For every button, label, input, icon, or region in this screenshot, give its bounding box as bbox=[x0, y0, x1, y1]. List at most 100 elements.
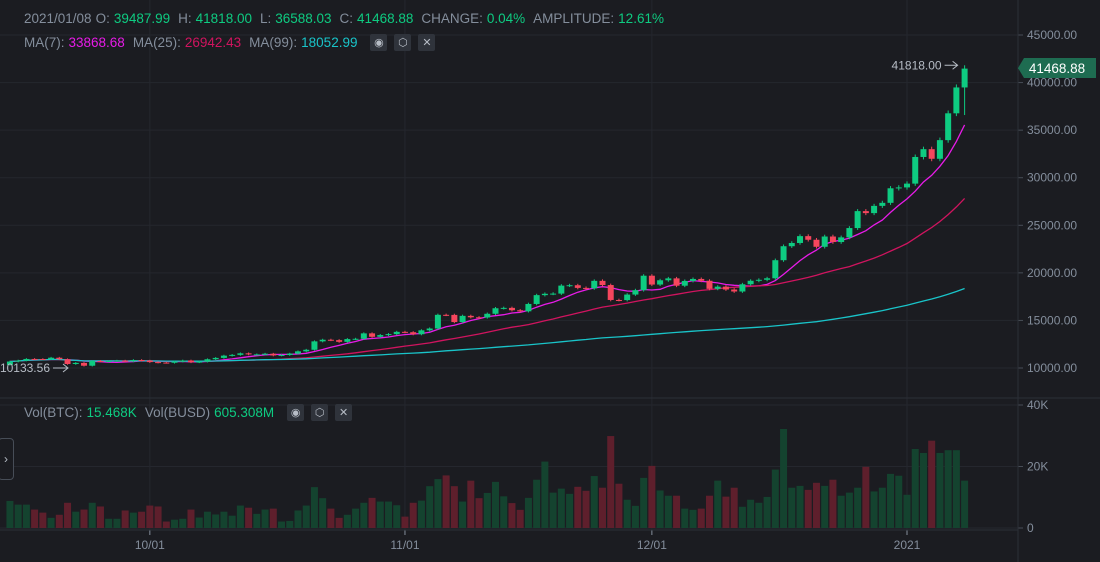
candle-body bbox=[821, 236, 828, 247]
volume-tick-label: 20K bbox=[1027, 460, 1048, 474]
candle-body bbox=[912, 156, 919, 184]
volume-bar bbox=[360, 502, 368, 528]
ma99-line bbox=[9, 287, 965, 363]
vol-close-icon[interactable]: ✕ bbox=[335, 404, 353, 421]
volume-bar bbox=[450, 486, 458, 528]
legend-amplitude-label: AMPLITUDE: bbox=[533, 11, 615, 26]
volume-bar bbox=[88, 502, 96, 528]
volume-bar bbox=[673, 495, 681, 528]
volume-bar bbox=[162, 521, 170, 528]
candle-body bbox=[583, 287, 590, 289]
volume-bar bbox=[212, 514, 220, 528]
candle-body bbox=[936, 140, 943, 159]
volume-bar bbox=[919, 452, 927, 528]
candle-body bbox=[887, 188, 894, 203]
candle-body bbox=[862, 211, 869, 214]
candle-body bbox=[220, 355, 227, 358]
volume-bar bbox=[780, 428, 788, 528]
volume-bar bbox=[269, 508, 277, 528]
volume-bar bbox=[730, 487, 738, 528]
candle-body bbox=[904, 183, 910, 188]
candle-body bbox=[591, 280, 598, 289]
legend-change: 0.04% bbox=[486, 11, 526, 26]
volume-bar bbox=[228, 515, 236, 528]
ma99-label: MA(99): bbox=[249, 35, 298, 50]
vol-visibility-eye-icon[interactable]: ◉ bbox=[287, 404, 305, 421]
candle-body bbox=[15, 360, 22, 362]
volume-bar bbox=[566, 493, 574, 528]
legend-low: 36588.03 bbox=[275, 11, 332, 26]
candle-body bbox=[920, 149, 927, 157]
candle-body bbox=[607, 285, 614, 300]
volume-bar bbox=[961, 480, 969, 528]
low-marker-arrow-icon bbox=[53, 363, 69, 373]
candle-body bbox=[179, 360, 186, 362]
volume-bar bbox=[475, 498, 483, 528]
volume-bar bbox=[401, 516, 409, 528]
candle-body bbox=[443, 314, 450, 316]
candle-body bbox=[23, 358, 30, 361]
volume-bar bbox=[656, 490, 664, 528]
volume-bar bbox=[615, 483, 623, 528]
candle-body bbox=[64, 359, 71, 365]
volume-bar bbox=[870, 491, 878, 528]
volume-bar bbox=[343, 514, 351, 528]
volume-bar bbox=[582, 490, 590, 528]
volume-bar bbox=[483, 492, 491, 528]
candle-body bbox=[97, 360, 104, 362]
volume-bar bbox=[105, 518, 113, 528]
candle-body bbox=[961, 68, 968, 88]
candle-body bbox=[648, 275, 655, 285]
ma-settings-icon[interactable]: ⬡ bbox=[394, 34, 412, 51]
candle-body bbox=[311, 341, 318, 350]
candle-body bbox=[451, 314, 458, 323]
volume-bar bbox=[598, 487, 606, 528]
last-price-tag: 41468.88 bbox=[1018, 58, 1096, 78]
candle-body bbox=[31, 358, 38, 360]
ma25-label: MA(25): bbox=[132, 35, 181, 50]
volume-bar bbox=[928, 440, 936, 528]
ma7-line bbox=[9, 124, 966, 364]
volume-bar bbox=[812, 482, 820, 528]
candle-body bbox=[377, 335, 384, 337]
volume-bar bbox=[72, 511, 80, 528]
candle-body bbox=[245, 353, 252, 355]
candle-body bbox=[484, 313, 491, 318]
candle-body bbox=[731, 289, 738, 292]
volume-bar bbox=[179, 518, 187, 528]
volume-bar bbox=[195, 517, 203, 528]
volume-bar bbox=[574, 486, 582, 528]
volume-bar bbox=[442, 475, 450, 528]
x-tick-label: 12/01 bbox=[637, 538, 667, 552]
volume-bar bbox=[845, 492, 853, 528]
candle-body bbox=[681, 280, 688, 286]
volume-bar bbox=[804, 489, 812, 528]
candle-body bbox=[393, 331, 400, 335]
volume-bar bbox=[623, 499, 631, 528]
volume-bar bbox=[837, 495, 845, 528]
y-tick-label: 30000.00 bbox=[1027, 171, 1077, 185]
ma-close-icon[interactable]: ✕ bbox=[418, 34, 436, 51]
legend-open: 39487.99 bbox=[113, 11, 171, 26]
x-tick-label: 11/01 bbox=[390, 538, 419, 552]
expand-panel-chevron-right-icon[interactable]: › bbox=[0, 438, 14, 480]
volume-bar bbox=[64, 502, 72, 528]
candle-body bbox=[418, 330, 425, 335]
volume-bar bbox=[763, 496, 771, 528]
ma25-value: 26942.43 bbox=[184, 35, 242, 50]
ma-visibility-eye-icon[interactable]: ◉ bbox=[370, 34, 388, 51]
candle-body bbox=[525, 303, 532, 312]
candle-body bbox=[879, 202, 886, 206]
volume-bar bbox=[854, 487, 862, 528]
volume-bar bbox=[705, 495, 713, 528]
ma99-value: 18052.99 bbox=[301, 35, 358, 50]
vol-settings-icon[interactable]: ⬡ bbox=[311, 404, 329, 421]
candle-body bbox=[459, 315, 466, 323]
volume-bar bbox=[648, 465, 656, 528]
legend-open-label: O: bbox=[95, 11, 110, 26]
volume-bar bbox=[96, 506, 104, 528]
volume-tick-label: 40K bbox=[1027, 398, 1048, 412]
volume-bar bbox=[821, 485, 829, 528]
candle-body bbox=[714, 286, 721, 289]
